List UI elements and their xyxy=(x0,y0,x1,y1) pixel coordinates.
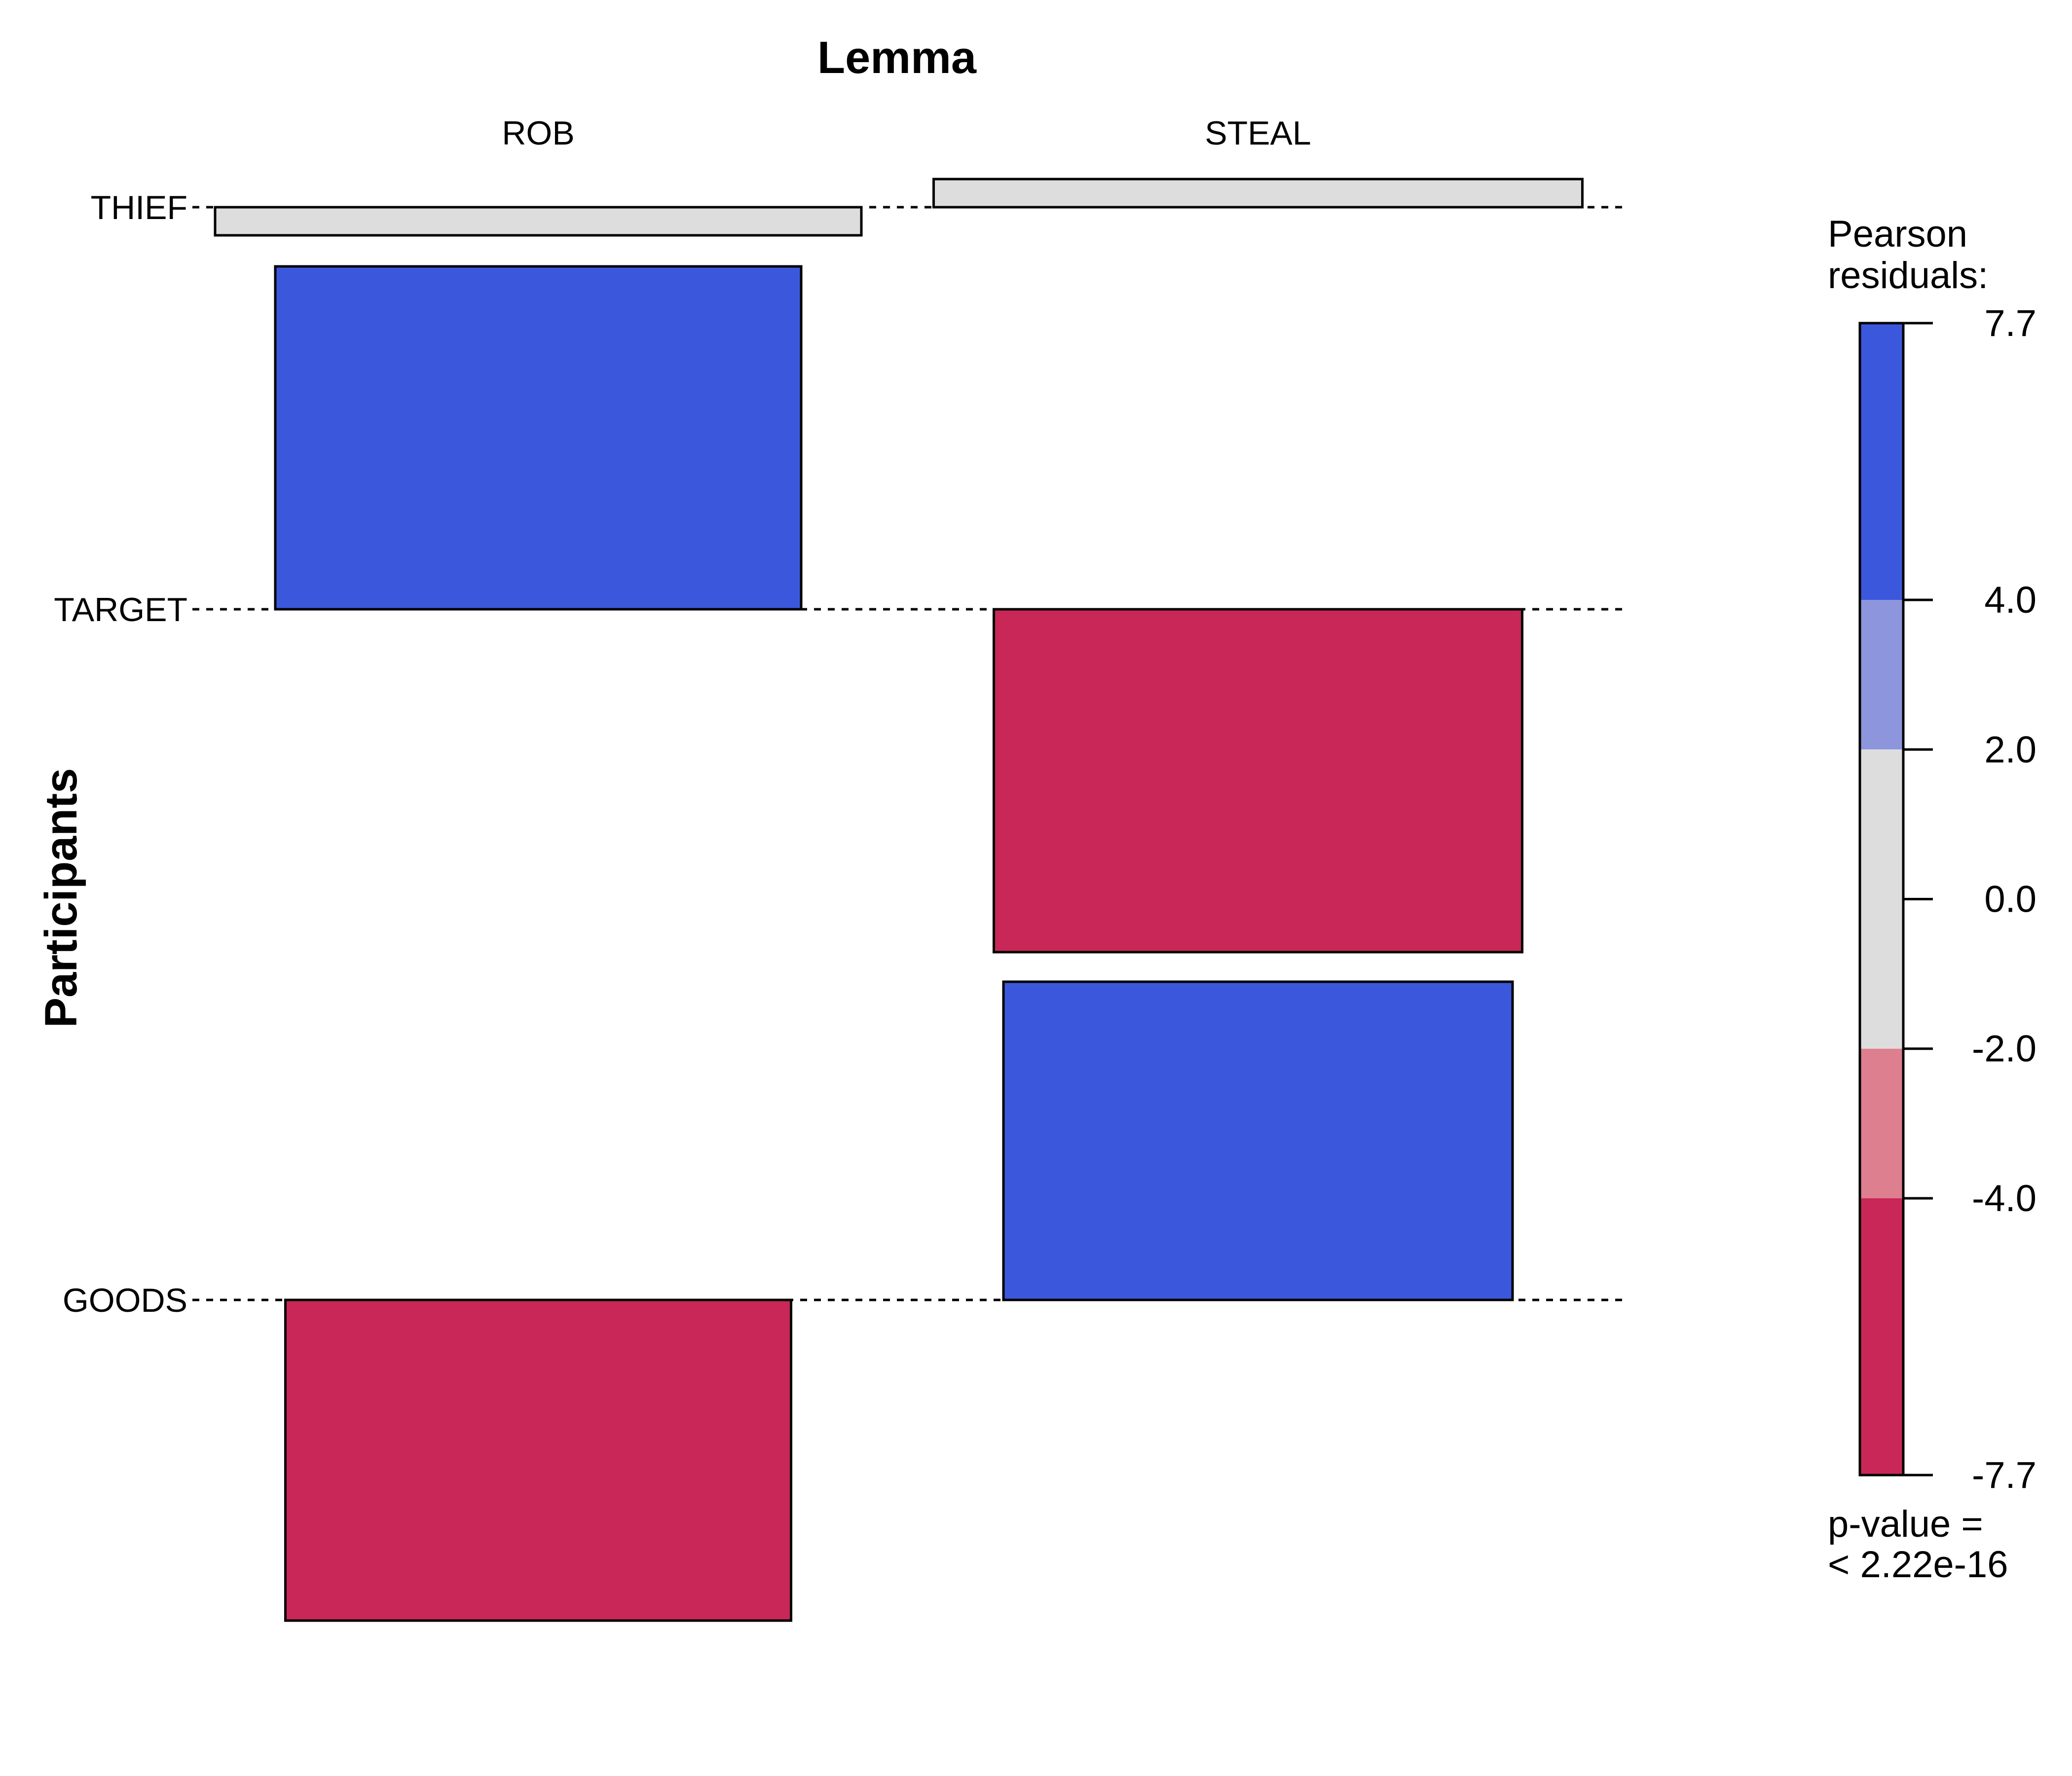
cell-thief-rob xyxy=(214,206,863,237)
legend-ticks: 7.7 4.0 2.0 0.0 -2.0 -4.0 -7.7 xyxy=(1903,302,2036,1496)
cell-target-rob xyxy=(274,265,803,611)
row-label-target: TARGET xyxy=(54,591,187,629)
legend: Pearson residuals: 7.7 4.0 2.0 0.0 -2.0 -4.0 -… xyxy=(1828,213,2036,1586)
cell-goods-steal xyxy=(1002,980,1514,1301)
legend-title-line1: Pearson xyxy=(1828,213,1967,255)
y-axis-label: Participants xyxy=(36,768,86,1028)
row-label-goods: GOODS xyxy=(63,1282,187,1319)
legend-tick-label: 4.0 xyxy=(1984,579,2036,621)
chart-title: Lemma xyxy=(817,33,977,83)
legend-title-line2: residuals: xyxy=(1828,255,1988,296)
cell-goods-rob xyxy=(284,1298,792,1622)
legend-tick-label: -7.7 xyxy=(1972,1454,2036,1496)
column-label-steal: STEAL xyxy=(1205,114,1311,152)
row-label-thief: THIEF xyxy=(91,189,187,226)
legend-band--4-to--2 xyxy=(1860,1048,1903,1198)
legend-band--7-7-to--4 xyxy=(1860,1198,1903,1475)
legend-color-bands xyxy=(1858,322,1905,1477)
legend-band--2-to-2 xyxy=(1860,749,1903,1049)
legend-band-4-to-7-7 xyxy=(1860,323,1903,600)
pvalue-line2: < 2.22e-16 xyxy=(1828,1544,2008,1586)
legend-tick-label: -4.0 xyxy=(1972,1178,2036,1220)
legend-tick-label: 0.0 xyxy=(1984,879,2036,921)
legend-tick-label: -2.0 xyxy=(1972,1028,2036,1070)
column-labels: ROB STEAL xyxy=(502,114,1311,152)
pvalue-line1: p-value = xyxy=(1828,1503,1983,1545)
column-label-rob: ROB xyxy=(502,114,574,152)
row-labels: THIEF TARGET GOODS xyxy=(54,189,187,1319)
legend-band-2-to-4 xyxy=(1860,600,1903,750)
legend-tick-label: 7.7 xyxy=(1984,302,2036,344)
legend-tick-label: 2.0 xyxy=(1984,729,2036,771)
residual-bars xyxy=(214,178,1584,1622)
cell-thief-steal xyxy=(932,178,1584,209)
cell-target-steal xyxy=(993,608,1523,954)
